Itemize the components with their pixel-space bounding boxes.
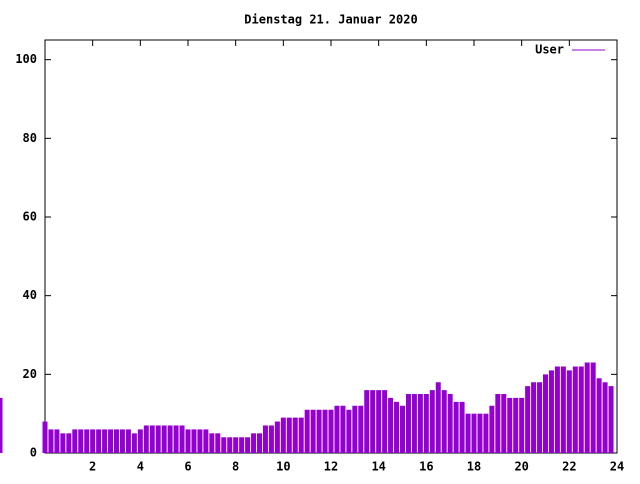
x-tick-label: 16 bbox=[419, 460, 433, 474]
x-tick-label: 12 bbox=[324, 460, 338, 474]
chart-title: Dienstag 21. Januar 2020 bbox=[244, 13, 417, 27]
x-tick-label: 10 bbox=[276, 460, 290, 474]
y-tick-label: 100 bbox=[15, 52, 37, 66]
y-tick-label: 20 bbox=[23, 367, 37, 381]
x-tick-label: 22 bbox=[562, 460, 576, 474]
x-tick-label: 14 bbox=[371, 460, 385, 474]
x-tick-label: 8 bbox=[232, 460, 239, 474]
y-tick-label: 80 bbox=[23, 131, 37, 145]
x-tick-label: 2 bbox=[89, 460, 96, 474]
y-tick-label: 60 bbox=[23, 210, 37, 224]
x-tick-label: 4 bbox=[137, 460, 144, 474]
x-tick-label: 24 bbox=[610, 460, 624, 474]
x-tick-label: 20 bbox=[514, 460, 528, 474]
x-tick-label: 18 bbox=[467, 460, 481, 474]
y-tick-label: 0 bbox=[30, 446, 37, 460]
legend-label: User bbox=[535, 43, 564, 57]
x-tick-label: 6 bbox=[184, 460, 191, 474]
y-tick-label: 40 bbox=[23, 288, 37, 302]
